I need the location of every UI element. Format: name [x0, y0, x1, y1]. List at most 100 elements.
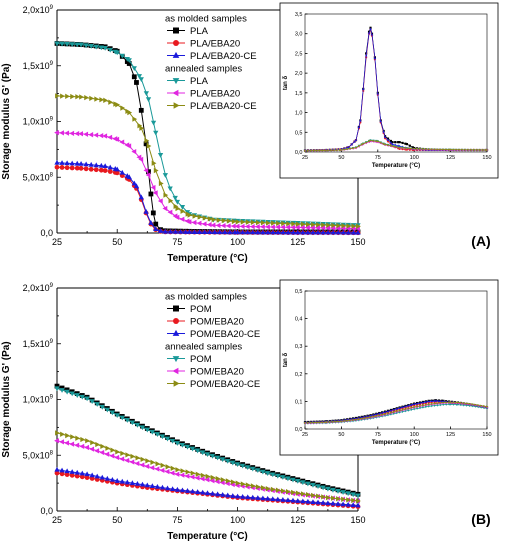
- data-point: [240, 219, 246, 225]
- inset-data-point: [379, 141, 383, 144]
- inset-data-point: [363, 416, 367, 420]
- inset-data-point: [442, 148, 445, 151]
- data-point: [340, 501, 346, 507]
- inset-data-point: [424, 406, 428, 409]
- legend: as molded samplesPLAPLA/EBA20PLA/EBA20-C…: [165, 14, 257, 113]
- x-axis-title: Temperature (°C): [167, 253, 248, 264]
- inset-data-point: [471, 402, 474, 406]
- inset-data-point: [455, 401, 458, 404]
- data-point: [174, 199, 181, 205]
- data-point: [244, 223, 250, 230]
- data-point: [119, 478, 125, 484]
- data-point: [134, 422, 141, 428]
- inset-data-point: [309, 421, 313, 424]
- data-point: [235, 480, 241, 486]
- inset-data-point: [404, 146, 407, 150]
- data-point: [164, 485, 171, 491]
- x-tick-label: 25: [52, 515, 62, 525]
- inset-y-axis-title: tan δ: [283, 352, 289, 367]
- data-point: [216, 217, 222, 223]
- data-point: [286, 489, 291, 495]
- inset-data-point: [436, 401, 439, 405]
- data-point: [75, 94, 81, 100]
- inset-data-point: [427, 400, 430, 403]
- data-point: [78, 131, 83, 137]
- data-point: [340, 229, 346, 235]
- data-point: [103, 97, 109, 103]
- inset-y-tick-label: 3,0: [295, 32, 303, 38]
- data-point: [79, 94, 84, 100]
- data-point: [65, 93, 70, 99]
- inset-data-point: [427, 147, 431, 151]
- data-point: [138, 194, 144, 200]
- data-point: [270, 486, 276, 493]
- data-point: [107, 164, 113, 170]
- inset-data-point: [405, 148, 409, 151]
- inset-data-point: [312, 421, 316, 424]
- data-point: [104, 407, 110, 413]
- inset-data-point: [304, 149, 307, 153]
- data-point: [64, 440, 70, 446]
- data-point: [196, 220, 202, 226]
- data-point: [60, 431, 65, 437]
- data-point: [124, 479, 130, 485]
- inset-data-point: [395, 410, 399, 413]
- data-point: [341, 496, 346, 502]
- data-point: [207, 216, 213, 222]
- data-point: [355, 493, 361, 499]
- inset-data-point: [398, 141, 401, 144]
- data-point: [310, 499, 316, 505]
- data-point: [305, 224, 310, 231]
- data-point: [201, 229, 208, 235]
- data-point: [275, 229, 281, 235]
- data-point: [281, 220, 286, 227]
- inset-data-point: [459, 404, 463, 407]
- y-axis-title: Storage modulus G' (Pa): [1, 63, 12, 179]
- data-point: [132, 116, 138, 122]
- data-point: [346, 497, 352, 503]
- inset-data-point: [452, 148, 455, 151]
- inset-data-point: [412, 408, 416, 411]
- legend-swatch-marker: [172, 356, 180, 363]
- y-tick-label: 5,0x108: [23, 172, 54, 182]
- data-point: [190, 470, 196, 476]
- inset-data-point: [369, 27, 372, 30]
- data-point: [290, 229, 296, 235]
- inset-data-point: [357, 144, 361, 148]
- data-point: [83, 161, 89, 167]
- data-point: [335, 225, 341, 231]
- data-point: [88, 161, 94, 167]
- inset-data-point: [378, 412, 381, 415]
- inset-data-point: [477, 403, 480, 407]
- legend-entry: PLA/EBA20-CE: [190, 101, 257, 112]
- data-point: [330, 500, 336, 506]
- data-point: [177, 228, 184, 234]
- data-point: [139, 462, 145, 468]
- inset-data-point: [321, 149, 324, 152]
- data-point: [201, 221, 207, 227]
- data-point: [182, 229, 189, 234]
- data-point: [325, 494, 331, 501]
- data-point: [341, 223, 347, 229]
- data-point: [265, 495, 271, 501]
- inset-data-point: [362, 87, 365, 90]
- data-point: [108, 99, 114, 105]
- data-point: [98, 132, 104, 139]
- data-point: [144, 427, 150, 433]
- inset-data-point: [343, 148, 346, 151]
- data-point: [235, 219, 241, 225]
- inset-data-point: [392, 410, 396, 414]
- data-point: [79, 443, 85, 450]
- data-point: [335, 501, 341, 506]
- inset-data-point: [407, 409, 410, 412]
- inset-data-point: [387, 412, 390, 415]
- inset-data-point: [486, 148, 489, 152]
- data-point: [143, 91, 149, 97]
- data-point: [69, 391, 75, 397]
- inset-data-point: [442, 401, 445, 404]
- inset-data-point: [355, 146, 358, 149]
- inset-data-point: [410, 406, 413, 409]
- data-point: [180, 468, 186, 474]
- inset-data-point: [375, 414, 378, 418]
- data-point: [105, 445, 111, 451]
